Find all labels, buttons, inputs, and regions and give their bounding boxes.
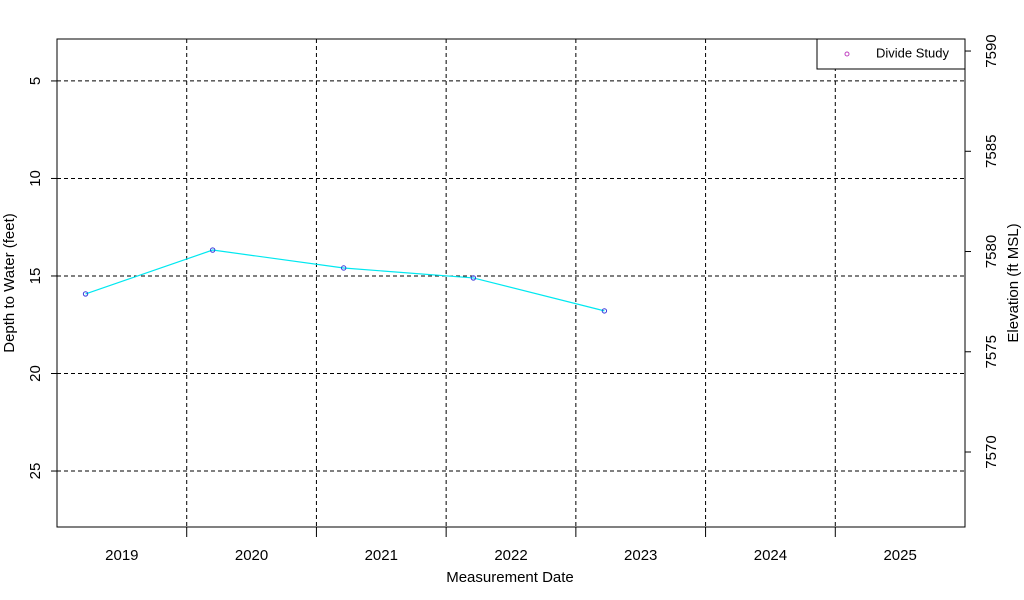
x-tick-label: 2023 bbox=[624, 547, 657, 564]
x-axis-title: Measurement Date bbox=[446, 569, 574, 586]
y2-axis-title: Elevation (ft MSL) bbox=[1005, 223, 1022, 342]
x-tick-label: 2020 bbox=[235, 547, 268, 564]
y2-tick-label: 7580 bbox=[983, 235, 1000, 268]
series-line bbox=[85, 249, 605, 312]
y2-tick-label: 7590 bbox=[983, 34, 1000, 67]
y-tick-label: 15 bbox=[27, 268, 44, 285]
x-tick-label: 2021 bbox=[365, 547, 398, 564]
x-tick-label: 2025 bbox=[883, 547, 916, 564]
y-axis-title: Depth to Water (feet) bbox=[1, 213, 18, 353]
data-point bbox=[340, 265, 347, 271]
x-tick-label: 2022 bbox=[494, 547, 527, 564]
legend-box bbox=[816, 38, 966, 70]
data-point bbox=[470, 275, 477, 281]
plot-frame bbox=[56, 38, 966, 528]
data-point bbox=[82, 291, 89, 297]
legend-marker bbox=[844, 51, 850, 57]
x-tick-label: 2024 bbox=[754, 547, 787, 564]
y2-tick-label: 7575 bbox=[983, 335, 1000, 368]
y-tick-label: 10 bbox=[27, 170, 44, 187]
y-tick-label: 25 bbox=[27, 463, 44, 480]
y2-tick-label: 7570 bbox=[983, 435, 1000, 468]
data-point bbox=[601, 308, 608, 314]
data-point bbox=[209, 247, 216, 253]
y-tick-label: 5 bbox=[27, 77, 44, 85]
x-tick-label: 2019 bbox=[105, 547, 138, 564]
y-tick-label: 20 bbox=[27, 365, 44, 382]
y2-tick-label: 7585 bbox=[983, 135, 1000, 168]
legend-label: Divide Study bbox=[876, 45, 949, 60]
